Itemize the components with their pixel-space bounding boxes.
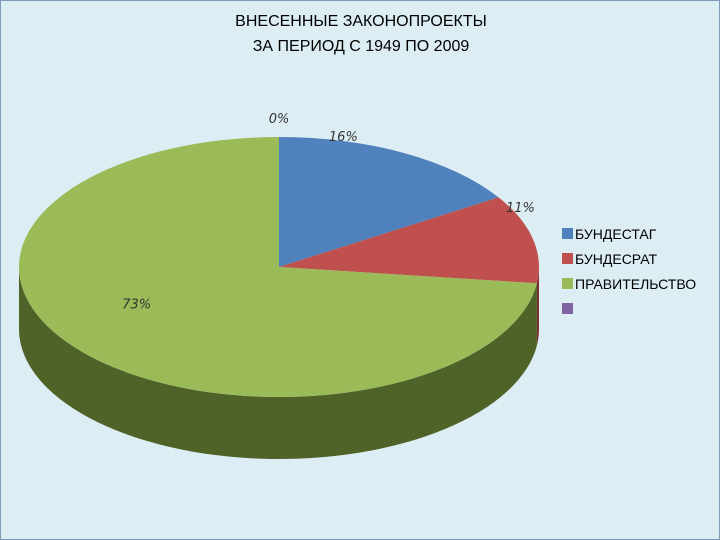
pie-slice-government — [19, 137, 537, 398]
legend-label-bundestag: БУНДЕСТАГ — [575, 225, 657, 242]
data-label-bundestag: 16% — [329, 130, 358, 145]
pie-slice-bundesrat — [279, 197, 539, 284]
legend-label-bundesrat: БУНДЕСРАТ — [575, 250, 657, 267]
chart-title-line-2: ЗА ПЕРИОД С 1949 ПО 2009 — [252, 38, 470, 55]
chart-title-line-1: ВНЕСЕННЫЕ ЗАКОНОПРОЕКТЫ — [235, 13, 487, 30]
pie-side-bundesrat — [536, 267, 539, 346]
legend-label-government: ПРАВИТЕЛЬСТВО — [575, 275, 697, 292]
legend-item-unlabeled — [562, 296, 696, 321]
legend-swatch-bundesrat — [562, 253, 573, 264]
legend-item-government: ПРАВИТЕЛЬСТВО — [562, 271, 696, 296]
legend: БУНДЕСТАГ БУНДЕСРАТ ПРАВИТЕЛЬСТВО — [562, 221, 696, 321]
legend-swatch-bundestag — [562, 228, 573, 239]
legend-item-bundesrat: БУНДЕСРАТ — [562, 246, 696, 271]
legend-swatch-unlabeled — [562, 303, 573, 314]
data-label-government: 73% — [122, 297, 151, 312]
data-label-unlabeled: 0% — [269, 112, 290, 127]
legend-item-bundestag: БУНДЕСТАГ — [562, 221, 696, 246]
pie-side-government — [19, 267, 537, 460]
pie-slice-bundestag — [279, 137, 499, 267]
data-label-bundesrat: 11% — [506, 201, 535, 216]
legend-swatch-government — [562, 278, 573, 289]
chart-title: ВНЕСЕННЫЕ ЗАКОНОПРОЕКТЫ ЗА ПЕРИОД С 1949… — [121, 9, 601, 59]
